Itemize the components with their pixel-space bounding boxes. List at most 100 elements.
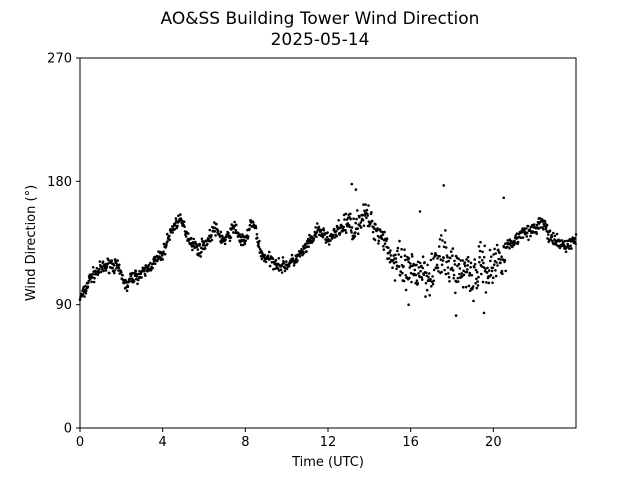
data-point xyxy=(113,269,116,272)
data-point xyxy=(171,231,174,234)
data-point xyxy=(244,239,247,243)
data-point xyxy=(137,272,140,276)
data-point xyxy=(317,225,321,229)
data-point xyxy=(436,257,439,260)
data-point xyxy=(414,273,418,277)
data-point xyxy=(441,259,445,262)
data-point xyxy=(291,257,295,260)
data-point xyxy=(179,213,182,216)
data-point xyxy=(344,229,347,232)
data-point xyxy=(498,251,501,255)
data-point xyxy=(365,216,368,220)
data-point xyxy=(216,229,220,233)
data-point xyxy=(108,271,111,275)
data-point xyxy=(435,263,439,267)
data-point xyxy=(213,221,216,224)
data-point xyxy=(478,260,481,264)
data-point xyxy=(93,276,96,280)
data-point xyxy=(361,213,365,217)
data-point xyxy=(526,224,530,228)
data-point xyxy=(477,275,480,279)
data-point xyxy=(512,243,516,247)
data-point xyxy=(400,247,403,251)
data-point xyxy=(393,279,397,282)
data-point xyxy=(515,232,519,235)
data-point xyxy=(435,254,438,257)
data-point xyxy=(569,244,572,248)
data-point xyxy=(540,218,544,221)
data-point xyxy=(391,266,394,270)
data-point xyxy=(407,257,411,260)
data-point xyxy=(263,253,267,257)
data-point xyxy=(356,232,360,235)
data-point xyxy=(516,240,520,244)
data-point xyxy=(568,247,571,250)
data-point xyxy=(450,266,454,270)
data-point xyxy=(327,243,331,246)
data-point xyxy=(483,244,487,248)
data-point xyxy=(392,261,396,265)
data-point xyxy=(91,276,94,279)
data-point xyxy=(415,279,419,283)
data-point xyxy=(468,274,471,277)
data-point xyxy=(165,232,169,236)
data-point xyxy=(453,259,456,263)
data-point xyxy=(280,271,284,274)
data-point xyxy=(180,219,184,223)
data-point xyxy=(224,238,227,242)
data-point xyxy=(525,231,529,235)
data-point xyxy=(329,239,332,242)
data-point xyxy=(480,272,483,276)
data-point xyxy=(196,248,200,251)
data-point xyxy=(402,265,405,268)
data-point xyxy=(459,259,463,262)
data-point xyxy=(149,268,153,272)
data-point xyxy=(183,225,186,228)
y-tick-label: 270 xyxy=(47,52,72,67)
data-point xyxy=(96,273,100,277)
data-point xyxy=(466,255,470,259)
data-point xyxy=(364,203,367,206)
data-point xyxy=(260,250,263,253)
data-point xyxy=(508,247,511,250)
data-point xyxy=(537,227,540,230)
data-point xyxy=(238,233,242,236)
data-point xyxy=(95,267,99,270)
data-point xyxy=(437,245,441,248)
data-point xyxy=(383,230,386,234)
data-point xyxy=(413,268,417,272)
data-point xyxy=(447,275,451,279)
data-point xyxy=(482,255,486,259)
data-point xyxy=(539,226,542,229)
data-point xyxy=(490,255,493,258)
data-point xyxy=(492,276,495,280)
data-point xyxy=(174,221,177,225)
data-point xyxy=(239,243,243,247)
data-point xyxy=(538,217,542,220)
data-point xyxy=(471,285,475,288)
data-point xyxy=(387,257,391,260)
data-point xyxy=(376,227,379,230)
data-point xyxy=(472,299,475,303)
data-point xyxy=(420,276,424,279)
data-point xyxy=(234,223,238,227)
data-point xyxy=(346,222,350,225)
data-point xyxy=(338,232,342,235)
data-point xyxy=(321,235,325,239)
data-point xyxy=(431,275,434,278)
data-point xyxy=(206,242,209,246)
data-point xyxy=(335,235,339,238)
data-point xyxy=(475,277,478,281)
data-point xyxy=(359,221,363,224)
data-point xyxy=(174,217,178,220)
data-point xyxy=(131,271,134,275)
data-point xyxy=(228,234,231,238)
data-point xyxy=(426,263,429,267)
data-point xyxy=(378,228,382,231)
data-point xyxy=(161,254,164,257)
data-point xyxy=(285,260,288,263)
data-point xyxy=(494,269,497,272)
data-point xyxy=(361,219,365,222)
chart-title: AO&SS Building Tower Wind Direction xyxy=(161,9,480,29)
data-point xyxy=(352,217,355,220)
